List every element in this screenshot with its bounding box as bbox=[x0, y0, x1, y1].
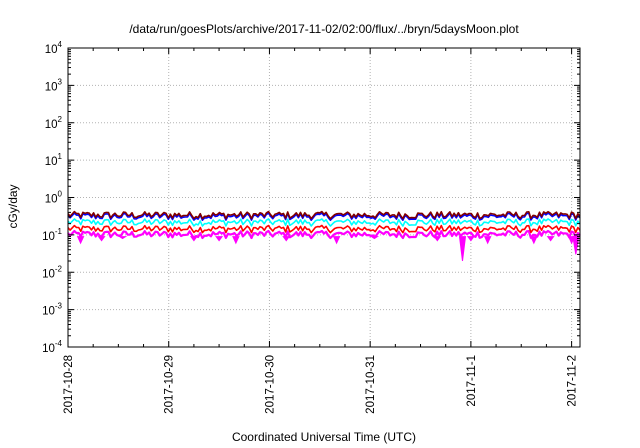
series-line bbox=[67, 218, 581, 227]
series-dip bbox=[76, 236, 85, 245]
x-tick-label: 2017-11-1 bbox=[466, 355, 478, 407]
y-axis: 10-4 10-3 10-2 10-1 100 101 102 103 104 bbox=[42, 40, 580, 355]
series-dip bbox=[369, 236, 380, 240]
x-tick-label: 2017-10-30 bbox=[264, 355, 276, 414]
y-tick-label: 10-3 bbox=[42, 302, 62, 318]
series-dip bbox=[282, 236, 291, 242]
y-axis-label: cGy/day bbox=[6, 184, 20, 228]
series-dip bbox=[572, 236, 580, 255]
series-dip bbox=[546, 236, 555, 242]
series-line bbox=[67, 212, 581, 221]
series-line bbox=[67, 210, 581, 220]
series-dip bbox=[433, 236, 442, 242]
y-tick-label: 101 bbox=[45, 152, 63, 168]
y-tick-label: 10-4 bbox=[42, 339, 62, 355]
series-dip bbox=[530, 236, 538, 245]
x-tick-label: 2017-11-2 bbox=[567, 355, 579, 407]
x-tick-label: 2017-10-28 bbox=[63, 355, 75, 414]
series-dip bbox=[332, 236, 341, 245]
series-dip bbox=[458, 236, 467, 262]
series-dip bbox=[232, 236, 240, 245]
series-layer bbox=[67, 210, 581, 262]
series-dip bbox=[483, 236, 492, 245]
y-tick-label: 104 bbox=[45, 40, 63, 56]
series-dip bbox=[97, 236, 106, 242]
y-tick-label: 102 bbox=[45, 115, 63, 131]
series-line bbox=[67, 229, 581, 240]
series-dip bbox=[189, 236, 198, 242]
series-dip bbox=[215, 236, 224, 242]
series-line bbox=[67, 224, 581, 234]
y-tick-label: 10-2 bbox=[42, 264, 62, 280]
y-tick-label: 103 bbox=[45, 77, 63, 93]
x-tick-label: 2017-10-29 bbox=[164, 355, 176, 414]
x-axis: 2017-10-28 2017-10-29 2017-10-30 2017-10-31… bbox=[63, 48, 579, 414]
series-dip bbox=[466, 236, 475, 242]
chart-title: /data/run/goesPlots/archive/2017-11-02/0… bbox=[129, 22, 519, 36]
x-axis-label: Coordinated Universal Time (UTC) bbox=[232, 430, 416, 444]
y-tick-label: 10-1 bbox=[42, 227, 62, 243]
series-dip bbox=[117, 236, 128, 240]
grid bbox=[68, 48, 580, 347]
x-tick-label: 2017-10-31 bbox=[365, 355, 377, 414]
y-tick-label: 100 bbox=[45, 190, 63, 206]
